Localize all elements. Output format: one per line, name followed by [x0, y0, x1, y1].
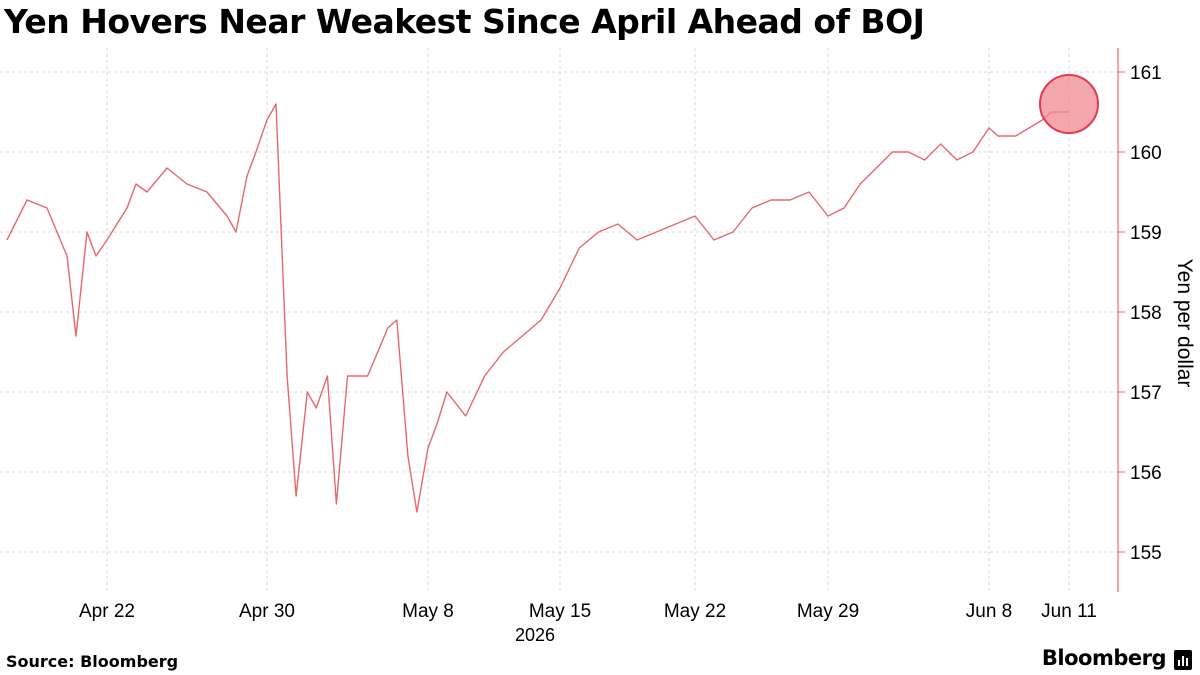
source-note: Source: Bloomberg: [6, 652, 179, 671]
x-tick-label: May 15: [529, 601, 591, 622]
y-tick-label: 155: [1130, 543, 1162, 564]
y-tick-label: 158: [1130, 303, 1162, 324]
x-tick-label: Jun 8: [966, 601, 1012, 622]
bloomberg-wordmark: Bloomberg: [1041, 646, 1167, 670]
y-axis-label: Yen per dollar: [1173, 259, 1196, 388]
x-axis: Apr 22 Apr 30 May 8 May 15 May 22 May 29 Jun 8…: [79, 601, 1097, 622]
series-line: [6, 103, 1069, 513]
x-tick-label: May 29: [797, 601, 859, 622]
y-tick-label: 157: [1130, 383, 1162, 404]
y-tick-label: 161: [1130, 63, 1162, 84]
y-tick-label: 159: [1130, 223, 1162, 244]
x-tick-label: May 22: [664, 601, 726, 622]
x-tick-label: Apr 22: [79, 601, 135, 622]
year-label: 2026: [515, 625, 555, 645]
y-axis: 155 156 157 158 159 160 161: [1117, 48, 1162, 592]
y-tick-label: 160: [1130, 143, 1162, 164]
chart-grid: [0, 48, 1118, 592]
x-tick-label: May 8: [402, 601, 454, 622]
chart-title: Yen Hovers Near Weakest Since April Ahea…: [4, 2, 925, 41]
highlight-circle: [1039, 74, 1099, 134]
bloomberg-terminal-icon: [1174, 650, 1192, 670]
y-tick-label: 156: [1130, 463, 1162, 484]
x-tick-label: Apr 30: [239, 601, 295, 622]
x-tick-label: Jun 11: [1041, 601, 1097, 622]
